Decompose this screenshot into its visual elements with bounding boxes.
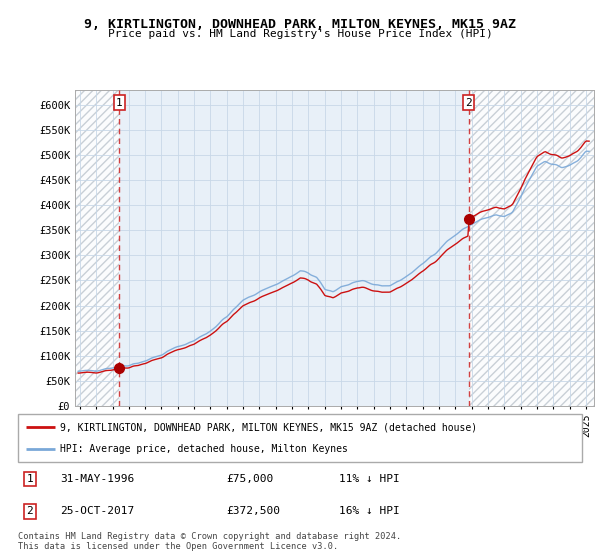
Text: 2: 2	[26, 506, 33, 516]
Text: £75,000: £75,000	[227, 474, 274, 484]
Text: HPI: Average price, detached house, Milton Keynes: HPI: Average price, detached house, Milt…	[60, 444, 348, 454]
Text: 9, KIRTLINGTON, DOWNHEAD PARK, MILTON KEYNES, MK15 9AZ (detached house): 9, KIRTLINGTON, DOWNHEAD PARK, MILTON KE…	[60, 422, 478, 432]
Text: 31-MAY-1996: 31-MAY-1996	[60, 474, 134, 484]
Text: Price paid vs. HM Land Registry's House Price Index (HPI): Price paid vs. HM Land Registry's House …	[107, 29, 493, 39]
Text: 16% ↓ HPI: 16% ↓ HPI	[340, 506, 400, 516]
Text: 25-OCT-2017: 25-OCT-2017	[60, 506, 134, 516]
Text: 1: 1	[26, 474, 33, 484]
Text: 11% ↓ HPI: 11% ↓ HPI	[340, 474, 400, 484]
Text: £372,500: £372,500	[227, 506, 281, 516]
Text: 9, KIRTLINGTON, DOWNHEAD PARK, MILTON KEYNES, MK15 9AZ: 9, KIRTLINGTON, DOWNHEAD PARK, MILTON KE…	[84, 18, 516, 31]
Text: 1: 1	[116, 97, 123, 108]
Bar	[469, 90, 594, 406]
Text: 2: 2	[465, 97, 472, 108]
Bar	[75, 90, 119, 406]
Text: Contains HM Land Registry data © Crown copyright and database right 2024.
This d: Contains HM Land Registry data © Crown c…	[18, 532, 401, 552]
